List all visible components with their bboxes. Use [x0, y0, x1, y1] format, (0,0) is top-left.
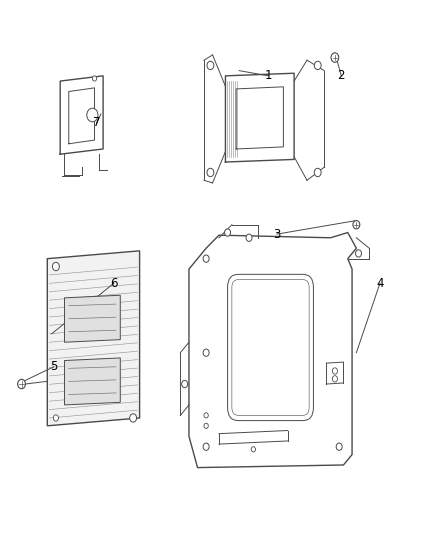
Circle shape: [314, 61, 321, 70]
Circle shape: [331, 53, 339, 62]
Circle shape: [353, 221, 360, 229]
Circle shape: [92, 76, 97, 81]
Circle shape: [182, 381, 187, 387]
Text: 4: 4: [376, 277, 384, 290]
Circle shape: [336, 443, 342, 450]
Circle shape: [356, 250, 361, 257]
Circle shape: [203, 349, 209, 357]
Circle shape: [53, 415, 58, 421]
Polygon shape: [64, 295, 120, 342]
Text: 5: 5: [50, 360, 57, 373]
Text: 2: 2: [338, 69, 345, 82]
Polygon shape: [64, 358, 120, 405]
Circle shape: [207, 168, 214, 176]
Circle shape: [203, 443, 209, 450]
Text: 6: 6: [110, 277, 117, 290]
Text: 1: 1: [265, 69, 272, 82]
Circle shape: [207, 61, 214, 70]
Circle shape: [332, 376, 337, 382]
Circle shape: [18, 379, 25, 389]
Circle shape: [53, 262, 59, 271]
Text: 3: 3: [273, 228, 281, 240]
Text: 7: 7: [93, 116, 100, 130]
Circle shape: [332, 368, 337, 374]
Circle shape: [225, 229, 230, 236]
Circle shape: [203, 255, 209, 262]
Circle shape: [87, 108, 98, 122]
Circle shape: [130, 414, 137, 422]
Circle shape: [314, 168, 321, 176]
Circle shape: [246, 234, 252, 241]
Circle shape: [204, 423, 208, 429]
Circle shape: [251, 447, 255, 452]
Polygon shape: [47, 251, 140, 426]
Circle shape: [204, 413, 208, 418]
